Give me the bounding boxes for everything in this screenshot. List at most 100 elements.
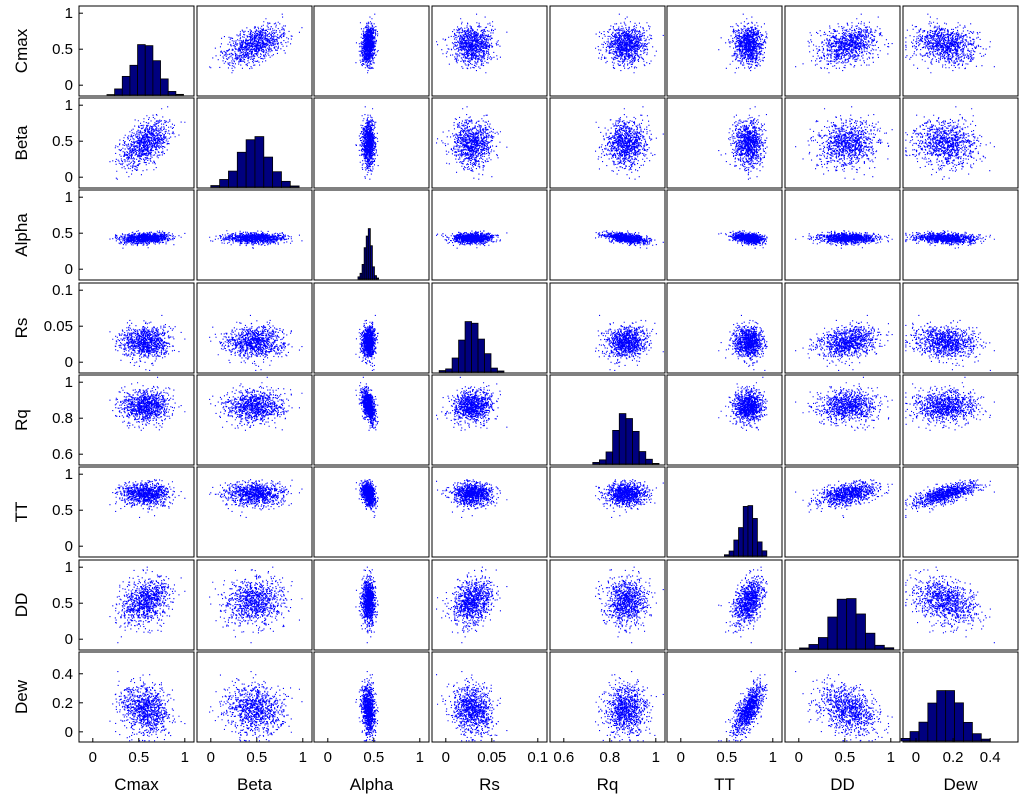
scatter-points: [795, 479, 893, 518]
hist-bar: [874, 644, 885, 650]
row-label-Rs: Rs: [12, 318, 31, 339]
row-label-Cmax: Cmax: [12, 28, 31, 73]
panel-DD-Rq: [549, 559, 666, 651]
scatter-points: [209, 566, 303, 644]
panel-Alpha-Rq: [549, 189, 666, 281]
hist-bar: [219, 179, 229, 188]
x-tick-label: 0: [442, 749, 450, 766]
hist-bar: [799, 647, 810, 650]
panel-frame: [666, 559, 783, 651]
scatter-points: [795, 106, 893, 180]
scatter-points: [795, 671, 893, 742]
panel-Cmax-Rs: [431, 5, 548, 97]
panel-DD-TT: [666, 559, 783, 651]
hist-bar: [909, 731, 920, 742]
y-tick-label: 0: [65, 354, 73, 371]
scatter-points: [209, 230, 303, 249]
hist-bar: [144, 45, 154, 96]
panel-Rs-Rs: [431, 282, 548, 374]
panel-Dew-Alpha: [313, 651, 430, 743]
panel-frame: [666, 651, 783, 743]
column-label-Alpha: Alpha: [350, 775, 394, 794]
scatter-points: [718, 13, 768, 74]
x-tick-label: 0.05: [477, 749, 506, 766]
panel-Rs-Beta: [196, 282, 313, 374]
hist-bar: [733, 539, 739, 557]
panel-Rs-DD: [784, 282, 901, 374]
column-label-Rq: Rq: [597, 775, 619, 794]
scatter-points: [795, 376, 893, 431]
panel-frame: [549, 651, 666, 743]
panel-TT-Alpha: [313, 466, 430, 558]
scatter-points: [436, 13, 508, 74]
panel-Dew-TT: [666, 651, 783, 743]
row-label-DD: DD: [12, 593, 31, 618]
hist-bar: [451, 357, 460, 373]
panel-TT-Beta: [196, 466, 313, 558]
hist-bar: [632, 430, 640, 465]
scatter-points: [355, 376, 379, 431]
panel-frame: [78, 651, 195, 743]
hist-bar: [756, 541, 763, 557]
scatter-points: [595, 479, 664, 518]
hist-bar: [728, 550, 735, 557]
panel-Dew-Rs: [431, 651, 548, 743]
hist-bar: [471, 322, 479, 373]
panel-Alpha-DD: [784, 189, 901, 281]
hist-bar: [152, 60, 161, 96]
y-tick-label: 0: [65, 631, 73, 648]
y-tick-label: 1: [65, 466, 73, 483]
panel-frame: [431, 374, 548, 466]
hist-bar: [883, 647, 895, 650]
hist-bar: [228, 170, 238, 188]
panel-TT-TT: [666, 466, 783, 558]
hist-bar: [971, 733, 982, 742]
scatter-points: [795, 314, 893, 371]
hist-bar: [369, 245, 373, 280]
column-label-TT: TT: [714, 775, 735, 794]
panel-frame: [313, 5, 430, 97]
panel-frame: [666, 189, 783, 281]
hist-bar: [484, 353, 492, 373]
panel-Rs-Rq: [549, 282, 666, 374]
panel-Rq-TT: [666, 374, 783, 466]
scatter-points: [795, 230, 893, 249]
x-tick-label: 0.5: [834, 749, 855, 766]
hist-bar: [747, 505, 754, 557]
panel-frame: [196, 282, 313, 374]
hist-bar: [846, 598, 857, 650]
hist-bar: [477, 338, 485, 373]
y-tick-label: 0.5: [52, 225, 73, 242]
panel-Rs-Cmax: [78, 282, 195, 374]
scatter-points: [355, 13, 379, 74]
x-tick-label: 1: [416, 749, 424, 766]
y-tick-label: 0.5: [52, 595, 73, 612]
y-tick-label: 1: [65, 5, 73, 22]
panel-frame: [902, 374, 1019, 466]
hist-bar: [836, 598, 848, 650]
scatter-points: [109, 671, 186, 742]
panel-Rq-Rq: [549, 374, 666, 466]
hist-bar: [167, 91, 177, 96]
y-tick-label: 1: [65, 189, 73, 206]
scatter-points: [436, 230, 508, 249]
hist-bar: [652, 463, 660, 465]
scatter-points: [718, 376, 768, 431]
scatter-points: [109, 230, 186, 249]
scatter-points: [436, 376, 508, 431]
x-tick-label: 0.5: [128, 749, 149, 766]
y-tick-label: 0.2: [52, 695, 73, 712]
hist-bar: [724, 554, 730, 557]
panel-Cmax-TT: [666, 5, 783, 97]
y-tick-label: 0: [65, 261, 73, 278]
panel-Dew-Rq: [549, 651, 666, 743]
x-tick-label: 0.4: [980, 749, 1001, 766]
panel-Cmax-Alpha: [313, 5, 430, 97]
x-tick-label: 0: [677, 749, 685, 766]
y-tick-label: 1: [65, 97, 73, 114]
hist-bar: [245, 139, 256, 188]
hist-bar: [980, 738, 991, 742]
x-tick-label: 0: [324, 749, 332, 766]
hist-bar: [954, 702, 964, 742]
hist-bar: [599, 459, 607, 465]
